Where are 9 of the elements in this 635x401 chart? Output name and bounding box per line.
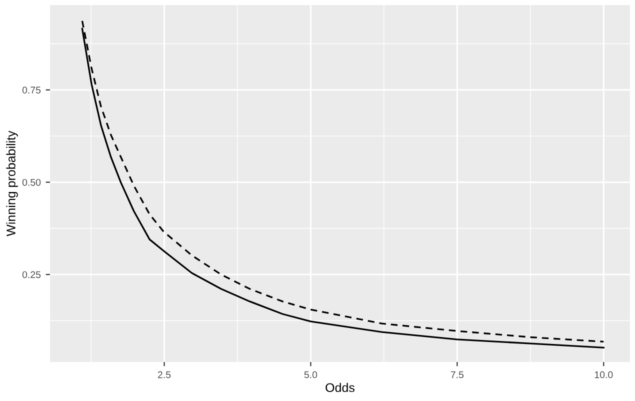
y-tick-label: 0.25 — [22, 271, 41, 278]
x-tick-label: 7.5 — [450, 371, 464, 378]
y-axis-title: Winning probability — [6, 130, 18, 236]
x-tick-label: 10.0 — [594, 371, 613, 378]
x-tick-label: 5.0 — [304, 371, 318, 378]
x-tick-label: 2.5 — [158, 371, 171, 378]
y-tick-label: 0.50 — [22, 178, 41, 186]
y-tick-label: 0.75 — [22, 86, 41, 94]
x-axis-title: Odds — [326, 382, 354, 392]
